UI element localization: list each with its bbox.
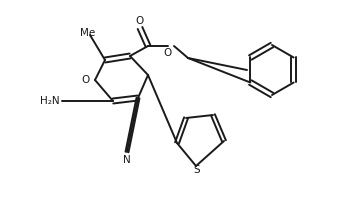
Text: O: O [164,48,172,58]
Text: O: O [135,16,143,26]
Text: O: O [82,75,90,85]
Text: N: N [123,155,131,165]
Text: H₂N: H₂N [40,96,60,106]
Text: S: S [194,165,200,175]
Text: Me: Me [80,28,96,38]
